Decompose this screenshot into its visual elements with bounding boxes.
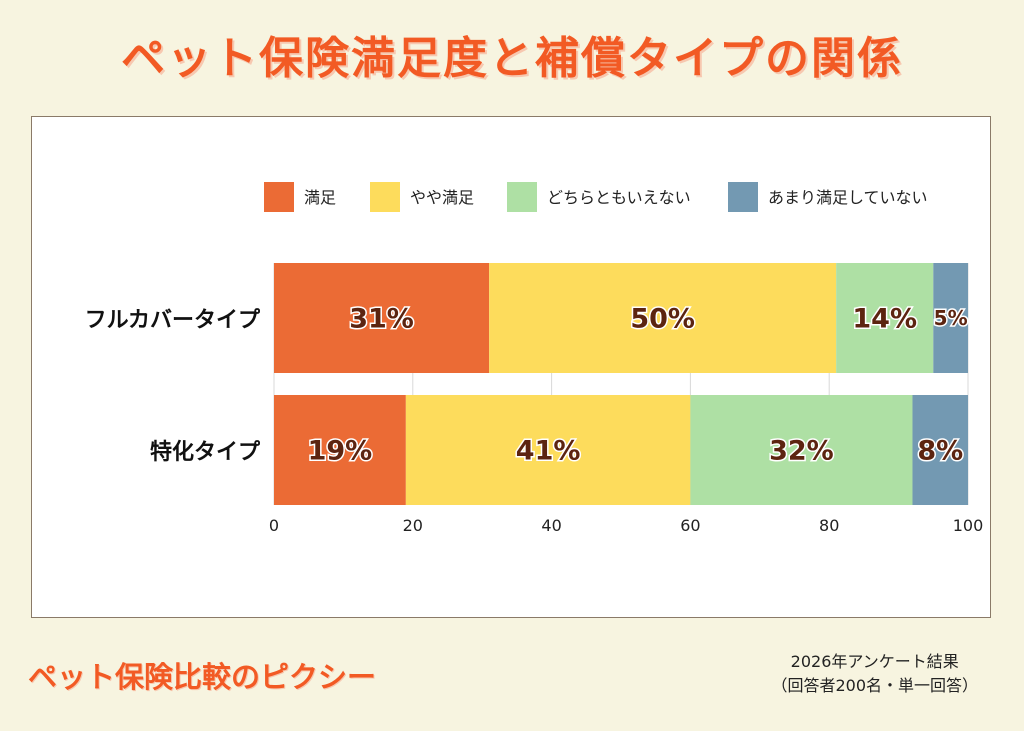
legend-label: あまり満足していない: [768, 188, 928, 207]
data-label: 19%: [308, 436, 373, 467]
survey-year: 2026年アンケート結果: [790, 652, 959, 671]
survey-respondents: （回答者200名・単一回答）: [771, 676, 978, 695]
data-label: 32%: [769, 436, 834, 467]
data-label: 50%: [630, 304, 695, 335]
survey-source: 2026年アンケート結果 （回答者200名・単一回答）: [771, 650, 978, 698]
x-tick-label: 40: [541, 516, 561, 535]
data-label: 31%: [349, 304, 414, 335]
legend-swatch: [370, 182, 400, 212]
chart-panel: 31% 50% 14% 5% フルカバータイプ 19% 41% 32% 8% 特化タイプ 0 20 40…: [31, 116, 991, 618]
data-label: 14%: [852, 304, 917, 335]
data-label: 8%: [917, 436, 963, 467]
bar-segment: [912, 395, 968, 505]
data-label: 41%: [516, 436, 581, 467]
bar-segment: [836, 263, 934, 373]
page-title: ペット保険満足度と補償タイプの関係: [121, 33, 903, 84]
x-tick-label: 60: [680, 516, 700, 535]
x-tick-label: 100: [953, 516, 984, 535]
bar-segment: [489, 263, 837, 373]
legend-swatch: [264, 182, 294, 212]
x-tick-label: 80: [819, 516, 839, 535]
legend-swatch: [507, 182, 537, 212]
stacked-bar-chart: 31% 50% 14% 5% フルカバータイプ 19% 41% 32% 8% 特化タイプ 0 20 40…: [85, 182, 984, 535]
legend-label: 満足: [304, 188, 336, 207]
legend-swatch: [728, 182, 758, 212]
legend-label: どちらともいえない: [547, 188, 691, 207]
legend-label: やや満足: [410, 188, 474, 207]
brand-logo-text: ペット保険比較のピクシー: [28, 660, 377, 694]
bar-segment: [690, 395, 913, 505]
bar-segment: [405, 395, 691, 505]
x-tick-label: 20: [403, 516, 423, 535]
category-label: フルカバータイプ: [85, 308, 261, 333]
bar-segment: [933, 263, 968, 373]
x-tick-label: 0: [269, 516, 279, 535]
category-label: 特化タイプ: [150, 439, 261, 465]
bar-segment: [274, 395, 406, 505]
data-label: 5%: [934, 306, 968, 330]
bar-segment: [274, 263, 490, 373]
